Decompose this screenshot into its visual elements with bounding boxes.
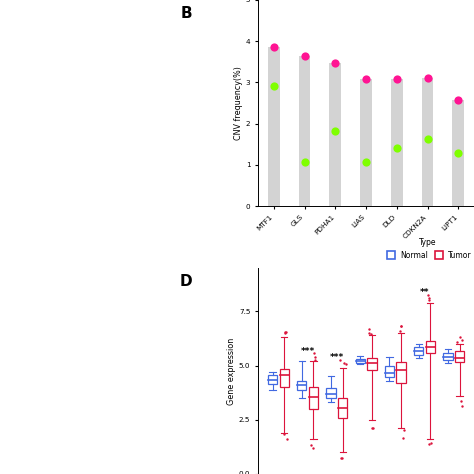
FancyBboxPatch shape [338, 398, 347, 418]
Point [428, 440, 435, 447]
Text: ***: *** [301, 347, 315, 356]
Point [311, 356, 319, 364]
Point [400, 434, 407, 441]
Text: ***: *** [330, 353, 344, 362]
Text: D: D [180, 274, 192, 289]
Point [283, 436, 291, 443]
Point [282, 329, 289, 337]
Point [365, 325, 373, 332]
Point [310, 349, 318, 356]
FancyBboxPatch shape [297, 381, 307, 391]
Point [365, 329, 373, 337]
Point [424, 136, 431, 143]
Point [336, 356, 343, 364]
FancyBboxPatch shape [326, 388, 336, 398]
Point [455, 96, 462, 103]
Point [458, 402, 465, 410]
Point [362, 158, 370, 165]
FancyBboxPatch shape [396, 362, 406, 383]
Point [393, 75, 401, 83]
Point [301, 52, 308, 59]
Bar [268, 47, 280, 206]
Point [341, 359, 348, 366]
Point [362, 75, 370, 83]
Point [398, 323, 405, 330]
Point [331, 128, 339, 135]
Point [369, 424, 377, 431]
Point [282, 328, 290, 336]
FancyBboxPatch shape [414, 347, 423, 355]
Point [311, 353, 319, 361]
Point [281, 328, 288, 336]
Point [393, 144, 401, 151]
FancyBboxPatch shape [455, 351, 464, 362]
Text: **: ** [419, 288, 429, 297]
Point [425, 296, 433, 303]
Point [456, 333, 464, 341]
FancyBboxPatch shape [367, 358, 376, 370]
Point [397, 322, 405, 330]
FancyBboxPatch shape [268, 375, 277, 384]
Bar [422, 78, 433, 206]
Legend: Normal, Tumor: Normal, Tumor [380, 235, 474, 263]
Y-axis label: CNV frequency(%): CNV frequency(%) [234, 66, 243, 140]
Point [454, 338, 461, 346]
Point [369, 424, 376, 431]
Bar [391, 79, 402, 206]
Point [307, 441, 315, 449]
Point [331, 59, 339, 66]
Bar [453, 100, 464, 206]
Point [338, 455, 346, 462]
Y-axis label: Gene expression: Gene expression [227, 337, 236, 405]
FancyBboxPatch shape [280, 369, 289, 387]
FancyBboxPatch shape [443, 353, 453, 360]
Point [424, 74, 431, 82]
Point [342, 360, 349, 368]
Bar [360, 79, 372, 206]
Point [425, 294, 433, 302]
Point [457, 397, 465, 405]
Point [455, 149, 462, 157]
Point [280, 430, 287, 438]
Text: B: B [181, 6, 192, 21]
Bar [329, 63, 341, 206]
Point [425, 440, 433, 448]
FancyBboxPatch shape [356, 359, 365, 364]
Point [270, 44, 278, 51]
Point [310, 444, 317, 451]
Point [401, 426, 408, 434]
FancyBboxPatch shape [426, 341, 435, 353]
Point [397, 327, 404, 335]
Point [270, 82, 278, 90]
Point [367, 330, 374, 337]
Point [424, 292, 432, 299]
Point [337, 454, 345, 462]
Point [458, 336, 466, 344]
FancyBboxPatch shape [385, 365, 394, 377]
Bar [299, 55, 310, 206]
FancyBboxPatch shape [309, 387, 318, 409]
Point [301, 158, 308, 165]
